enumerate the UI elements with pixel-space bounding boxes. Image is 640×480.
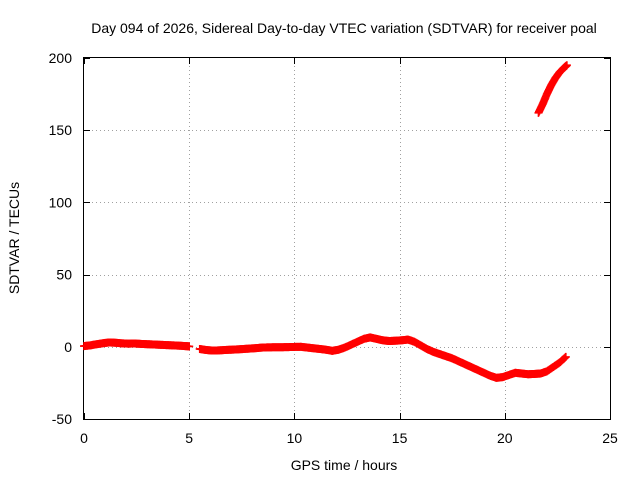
x-tick-label: 20 bbox=[497, 430, 513, 446]
axis-ticks bbox=[84, 58, 611, 420]
y-tick-label: 150 bbox=[49, 122, 73, 138]
plot-frame bbox=[83, 57, 611, 420]
y-tick-label: 0 bbox=[64, 339, 72, 355]
data-point bbox=[561, 352, 570, 361]
x-axis-label: GPS time / hours bbox=[291, 457, 398, 473]
grid-lines bbox=[84, 58, 610, 419]
x-tick-label: 5 bbox=[185, 430, 193, 446]
y-tick-label: 100 bbox=[49, 194, 73, 210]
x-tick-label: 25 bbox=[602, 430, 618, 446]
y-tick-label: 200 bbox=[49, 50, 73, 66]
data-point bbox=[562, 61, 571, 70]
data-series bbox=[80, 61, 571, 382]
y-tick-label: 50 bbox=[56, 267, 72, 283]
chart-title: Day 094 of 2026, Sidereal Day-to-day VTE… bbox=[91, 20, 597, 36]
x-tick-label: 15 bbox=[392, 430, 408, 446]
y-tick-label: -50 bbox=[52, 411, 72, 427]
tick-labels: 0 5 10 15 20 25 -50 0 50 100 150 200 bbox=[49, 50, 618, 446]
data-point bbox=[185, 342, 194, 351]
x-tick-label: 0 bbox=[80, 430, 88, 446]
x-tick-label: 10 bbox=[287, 430, 303, 446]
y-axis-label: SDTVAR / TECUs bbox=[6, 182, 22, 294]
